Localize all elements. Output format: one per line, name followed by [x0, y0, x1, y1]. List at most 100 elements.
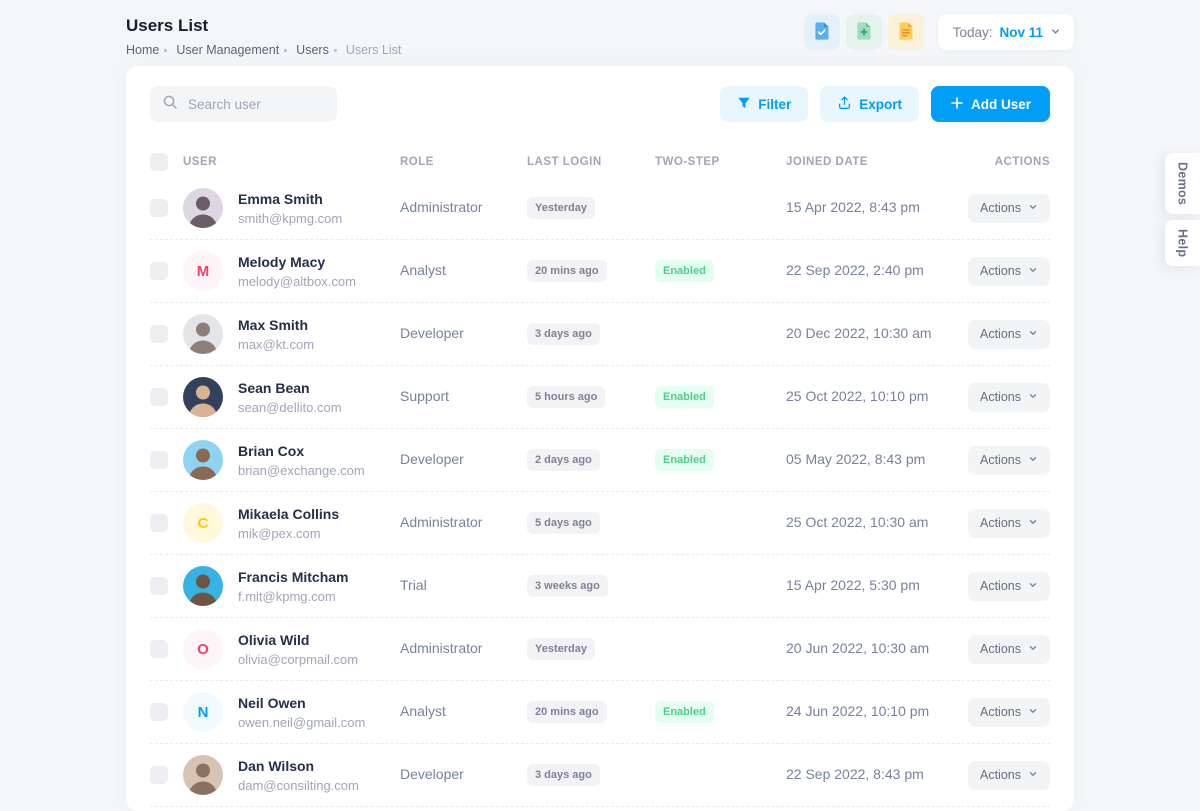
role-value: Developer — [400, 325, 464, 341]
row-checkbox[interactable] — [150, 514, 168, 532]
user-name[interactable]: Max Smith — [238, 316, 309, 333]
user-name[interactable]: Melody Macy — [238, 253, 326, 270]
row-checkbox[interactable] — [150, 640, 168, 658]
search-icon — [162, 94, 178, 115]
table-row: N Neil Owen owen.neil@gmail.com Analyst … — [150, 681, 1050, 744]
select-all-checkbox[interactable] — [150, 153, 168, 171]
row-actions-button[interactable]: Actions — [968, 508, 1050, 538]
avatar: N — [183, 692, 223, 732]
user-name[interactable]: Mikaela Collins — [238, 505, 340, 522]
joined-date-value: 25 Oct 2022, 10:10 pm — [786, 388, 929, 404]
user-name[interactable]: Sean Bean — [238, 379, 310, 396]
joined-date-value: 15 Apr 2022, 5:30 pm — [786, 577, 920, 593]
row-actions-button[interactable]: Actions — [968, 571, 1050, 601]
row-checkbox[interactable] — [150, 262, 168, 280]
user-email: f.mit@kpmg.com — [238, 588, 336, 604]
user-name[interactable]: Francis Mitcham — [238, 568, 349, 585]
user-info: Francis Mitcham f.mit@kpmg.com — [238, 569, 348, 604]
row-actions-button[interactable]: Actions — [968, 319, 1050, 349]
table-row: Emma Smith smith@kpmg.com Administrator … — [150, 177, 1050, 240]
chevron-down-icon — [1028, 705, 1038, 719]
breadcrumb-users-list: Users List — [345, 43, 402, 57]
file-plus-button[interactable] — [845, 14, 882, 50]
row-actions-label: Actions — [980, 327, 1021, 341]
two-step-badge: Enabled — [655, 260, 714, 282]
file-lines-icon — [896, 21, 916, 44]
joined-date-value: 22 Sep 2022, 2:40 pm — [786, 262, 924, 278]
breadcrumb-separator — [164, 49, 168, 52]
row-actions-button[interactable]: Actions — [968, 760, 1050, 790]
joined-date-value: 15 Apr 2022, 8:43 pm — [786, 199, 920, 215]
breadcrumb-separator — [333, 49, 337, 52]
header-last-login: Last login — [527, 156, 602, 168]
two-step-badge: Enabled — [655, 386, 714, 408]
table-row: Sean Bean sean@dellito.com Support 5 hou… — [150, 366, 1050, 429]
breadcrumb-users[interactable]: Users — [296, 43, 329, 57]
role-value: Developer — [400, 766, 464, 782]
row-actions-button[interactable]: Actions — [968, 256, 1050, 286]
users-table-body: Emma Smith smith@kpmg.com Administrator … — [150, 177, 1050, 807]
row-actions-label: Actions — [980, 705, 1021, 719]
user-name[interactable]: Dan Wilson — [238, 757, 315, 774]
row-checkbox[interactable] — [150, 451, 168, 469]
add-user-button[interactable]: Add User — [930, 86, 1050, 122]
chevron-down-icon — [1028, 264, 1038, 278]
role-value: Analyst — [400, 703, 446, 719]
row-actions-label: Actions — [980, 579, 1021, 593]
header-actions: Today: Nov 11 — [803, 14, 1074, 50]
card-toolbar: Filter Export Add User — [150, 86, 1050, 122]
user-name[interactable]: Olivia Wild — [238, 631, 310, 648]
user-email: mik@pex.com — [238, 525, 321, 541]
row-actions-label: Actions — [980, 390, 1021, 404]
user-name[interactable]: Neil Owen — [238, 694, 306, 711]
search-input[interactable] — [186, 95, 325, 113]
row-actions-button[interactable]: Actions — [968, 697, 1050, 727]
user-email: dam@consilting.com — [238, 777, 359, 793]
table-row: Dan Wilson dam@consilting.com Developer … — [150, 744, 1050, 807]
row-checkbox[interactable] — [150, 388, 168, 406]
row-actions-button[interactable]: Actions — [968, 634, 1050, 664]
help-tab[interactable]: Help — [1165, 220, 1200, 266]
file-check-button[interactable] — [803, 14, 840, 50]
avatar: O — [183, 629, 223, 669]
date-picker-button[interactable]: Today: Nov 11 — [937, 14, 1074, 50]
chevron-down-icon — [1028, 453, 1038, 467]
role-value: Support — [400, 388, 450, 404]
row-checkbox[interactable] — [150, 577, 168, 595]
user-name[interactable]: Emma Smith — [238, 190, 323, 207]
row-actions-button[interactable]: Actions — [968, 445, 1050, 475]
avatar: C — [183, 503, 223, 543]
row-actions-label: Actions — [980, 768, 1021, 782]
joined-date-value: 05 May 2022, 8:43 pm — [786, 451, 926, 467]
users-table: User Role Last login Two-step Joined Dat… — [150, 147, 1050, 807]
user-info: Mikaela Collins mik@pex.com — [238, 506, 339, 541]
row-actions-button[interactable]: Actions — [968, 382, 1050, 412]
user-info: Melody Macy melody@altbox.com — [238, 254, 356, 289]
chevron-down-icon — [1028, 327, 1038, 341]
row-checkbox[interactable] — [150, 325, 168, 343]
breadcrumb-user-management[interactable]: User Management — [176, 43, 280, 57]
row-actions-button[interactable]: Actions — [968, 193, 1050, 223]
row-actions-label: Actions — [980, 201, 1021, 215]
header-user: User — [183, 156, 217, 168]
avatar — [183, 755, 223, 795]
table-row: Brian Cox brian@exchange.com Developer 2… — [150, 429, 1050, 492]
last-login-badge: Yesterday — [527, 197, 595, 219]
row-checkbox[interactable] — [150, 703, 168, 721]
row-checkbox[interactable] — [150, 766, 168, 784]
users-table-header: User Role Last login Two-step Joined Dat… — [150, 147, 1050, 177]
joined-date-value: 25 Oct 2022, 10:30 am — [786, 514, 929, 530]
row-checkbox[interactable] — [150, 199, 168, 217]
breadcrumb-home[interactable]: Home — [126, 43, 160, 57]
file-lines-button[interactable] — [887, 14, 924, 50]
filter-button[interactable]: Filter — [720, 86, 809, 122]
search-box — [150, 86, 337, 122]
filter-icon — [737, 96, 751, 113]
user-email: melody@altbox.com — [238, 273, 356, 289]
demos-tab[interactable]: Demos — [1165, 153, 1200, 214]
last-login-badge: 20 mins ago — [527, 701, 607, 723]
export-button[interactable]: Export — [820, 86, 919, 122]
date-label: Today: — [952, 24, 993, 40]
row-actions-label: Actions — [980, 453, 1021, 467]
user-name[interactable]: Brian Cox — [238, 442, 305, 459]
